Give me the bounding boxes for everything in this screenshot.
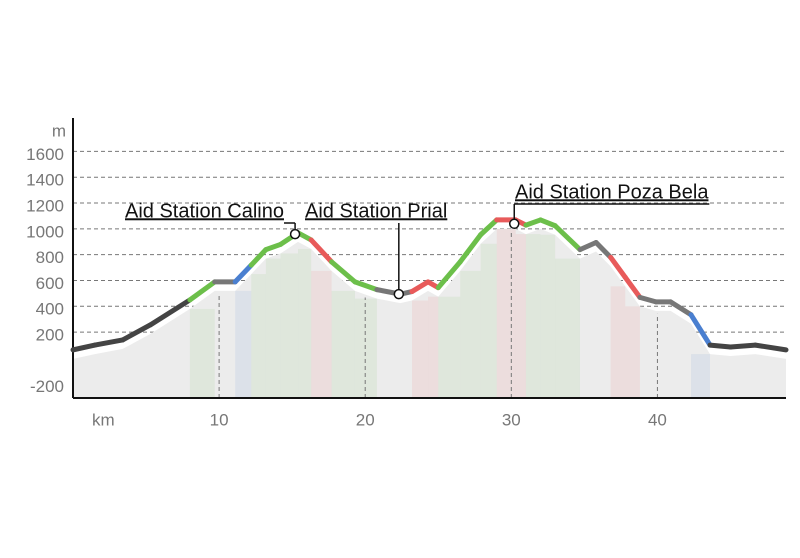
profile-segment bbox=[120, 322, 153, 343]
grade-band bbox=[496, 228, 516, 398]
profile-segment bbox=[147, 297, 193, 328]
grade-band bbox=[555, 258, 580, 398]
profile-segment bbox=[727, 342, 758, 350]
profile-segment bbox=[593, 240, 614, 260]
grade-band bbox=[331, 290, 355, 398]
profile-segment bbox=[608, 254, 628, 280]
grade-band bbox=[280, 253, 299, 398]
grade-band bbox=[625, 306, 640, 398]
x-tick-label: 30 bbox=[502, 410, 521, 429]
profile-segment bbox=[538, 217, 558, 229]
y-axis-label: m bbox=[52, 121, 66, 140]
x-tick-label: 10 bbox=[210, 410, 229, 429]
y-tick-label: 200 bbox=[36, 326, 64, 345]
profile-segment bbox=[329, 259, 358, 285]
annotation-label: Aid Station Poza Bela bbox=[515, 181, 709, 203]
grade-band bbox=[411, 300, 429, 398]
profile-segment bbox=[707, 342, 733, 350]
grade-band bbox=[311, 270, 332, 398]
profile-segment bbox=[435, 259, 463, 291]
x-tick-label: 40 bbox=[648, 410, 667, 429]
profile-segment bbox=[622, 274, 643, 300]
profile-shadow bbox=[73, 228, 786, 398]
x-tick-label: 20 bbox=[356, 410, 375, 429]
profile-segment bbox=[457, 232, 484, 265]
grade-band bbox=[540, 234, 556, 398]
profile-segment bbox=[552, 223, 583, 253]
profile-segment bbox=[637, 294, 659, 305]
grade-band bbox=[480, 243, 497, 398]
profile-segment bbox=[409, 279, 431, 295]
profile-segment bbox=[688, 312, 713, 348]
grade-band bbox=[515, 234, 526, 398]
profile-segment bbox=[187, 279, 218, 303]
profile-segment bbox=[352, 279, 380, 293]
profile-segment bbox=[577, 240, 599, 253]
profile-segment bbox=[92, 337, 126, 348]
annotation-point bbox=[393, 288, 405, 300]
annotation-point bbox=[289, 228, 301, 240]
y-tick-label: 800 bbox=[36, 248, 64, 267]
grade-band bbox=[251, 274, 266, 398]
profile-segment bbox=[70, 342, 98, 353]
annotation-label: Aid Station Calino bbox=[125, 200, 284, 222]
profile-segment bbox=[523, 217, 544, 228]
grade-band bbox=[438, 296, 461, 398]
grade-band bbox=[691, 354, 711, 398]
grade-band bbox=[189, 308, 215, 398]
profile-segment bbox=[263, 241, 283, 253]
grade-band bbox=[298, 248, 312, 398]
y-tick-label: 1600 bbox=[26, 145, 64, 164]
x-axis-label: km bbox=[92, 410, 115, 429]
grade-band bbox=[428, 296, 439, 398]
y-tick-label: 1400 bbox=[26, 171, 64, 190]
y-tick-label: 600 bbox=[36, 274, 64, 293]
grade-band bbox=[525, 234, 541, 398]
grade-band bbox=[235, 290, 252, 398]
profile-segment bbox=[478, 217, 500, 238]
y-tick-label: -200 bbox=[30, 377, 64, 396]
grade-band bbox=[460, 270, 481, 398]
y-tick-label: 1200 bbox=[26, 197, 64, 216]
profile-segment bbox=[752, 342, 789, 353]
annotation-point bbox=[508, 218, 520, 230]
grade-band bbox=[354, 298, 377, 398]
profile-segment bbox=[232, 262, 254, 285]
annotation-label: Aid Station Prial bbox=[305, 200, 447, 222]
profile-segment bbox=[248, 247, 269, 268]
y-tick-label: 1000 bbox=[26, 222, 64, 241]
grade-band bbox=[610, 286, 626, 398]
profile-segment bbox=[668, 299, 694, 318]
y-tick-label: 400 bbox=[36, 300, 64, 319]
profile-segment bbox=[308, 237, 335, 265]
grade-band bbox=[265, 258, 281, 398]
